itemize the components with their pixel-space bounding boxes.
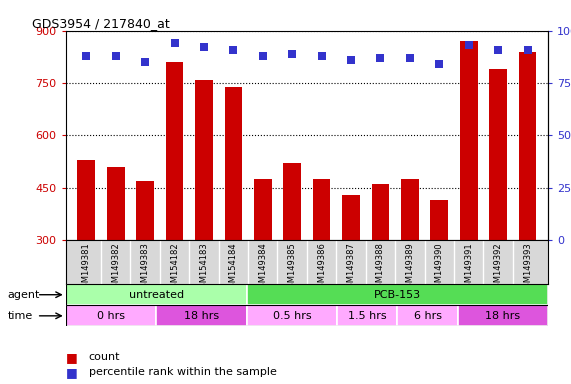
Text: GSM154184: GSM154184 xyxy=(229,242,238,293)
Text: GSM149387: GSM149387 xyxy=(347,242,356,293)
Text: 0 hrs: 0 hrs xyxy=(97,311,125,321)
Bar xyxy=(247,284,548,305)
Bar xyxy=(337,305,397,326)
Text: GSM149392: GSM149392 xyxy=(494,242,502,293)
Bar xyxy=(156,305,247,326)
Text: GSM149383: GSM149383 xyxy=(140,242,150,293)
Point xyxy=(317,53,326,59)
Point xyxy=(405,55,415,61)
Bar xyxy=(431,200,448,240)
Bar xyxy=(66,284,247,305)
Point xyxy=(523,46,532,53)
Point xyxy=(82,53,91,59)
Text: 18 hrs: 18 hrs xyxy=(184,311,219,321)
Text: 18 hrs: 18 hrs xyxy=(485,311,521,321)
Text: count: count xyxy=(89,352,120,362)
Bar xyxy=(195,79,213,240)
Text: GSM149389: GSM149389 xyxy=(405,242,415,293)
Text: GSM154183: GSM154183 xyxy=(199,242,208,293)
Text: GSM149390: GSM149390 xyxy=(435,242,444,293)
Point xyxy=(376,55,385,61)
Bar xyxy=(458,305,548,326)
Text: GSM149385: GSM149385 xyxy=(288,242,297,293)
Bar xyxy=(166,62,183,240)
Text: GDS3954 / 217840_at: GDS3954 / 217840_at xyxy=(32,17,170,30)
Text: agent: agent xyxy=(7,290,40,300)
Bar xyxy=(283,163,301,240)
Point xyxy=(493,46,502,53)
Bar xyxy=(397,305,458,326)
Text: untreated: untreated xyxy=(128,290,184,300)
Point xyxy=(347,57,356,63)
Text: time: time xyxy=(7,311,33,321)
Text: GSM149384: GSM149384 xyxy=(258,242,267,293)
Text: GSM149382: GSM149382 xyxy=(111,242,120,293)
Text: percentile rank within the sample: percentile rank within the sample xyxy=(89,367,276,377)
Bar xyxy=(254,179,272,240)
Point xyxy=(140,59,150,65)
Bar xyxy=(107,167,124,240)
Text: 1.5 hrs: 1.5 hrs xyxy=(348,311,387,321)
Text: 0.5 hrs: 0.5 hrs xyxy=(272,311,311,321)
Point xyxy=(199,45,208,51)
Text: 6 hrs: 6 hrs xyxy=(413,311,441,321)
Bar xyxy=(224,86,242,240)
Point xyxy=(464,42,473,48)
Bar xyxy=(136,181,154,240)
Point xyxy=(258,53,267,59)
Point xyxy=(435,61,444,67)
Text: GSM149386: GSM149386 xyxy=(317,242,326,293)
Text: ■: ■ xyxy=(66,366,78,379)
Point xyxy=(111,53,120,59)
Bar xyxy=(460,41,477,240)
Text: GSM149381: GSM149381 xyxy=(82,242,91,293)
Bar xyxy=(247,305,337,326)
Text: PCB-153: PCB-153 xyxy=(374,290,421,300)
Text: GSM154182: GSM154182 xyxy=(170,242,179,293)
Text: ■: ■ xyxy=(66,351,78,364)
Bar xyxy=(518,51,536,240)
Text: GSM149391: GSM149391 xyxy=(464,242,473,293)
Bar xyxy=(401,179,419,240)
Bar xyxy=(66,305,156,326)
Point xyxy=(288,51,297,57)
Bar xyxy=(78,160,95,240)
Bar xyxy=(313,179,331,240)
Point xyxy=(229,46,238,53)
Text: GSM149388: GSM149388 xyxy=(376,242,385,293)
Point xyxy=(170,40,179,46)
Bar xyxy=(342,195,360,240)
Bar xyxy=(489,69,507,240)
Text: GSM149393: GSM149393 xyxy=(523,242,532,293)
Bar xyxy=(372,184,389,240)
